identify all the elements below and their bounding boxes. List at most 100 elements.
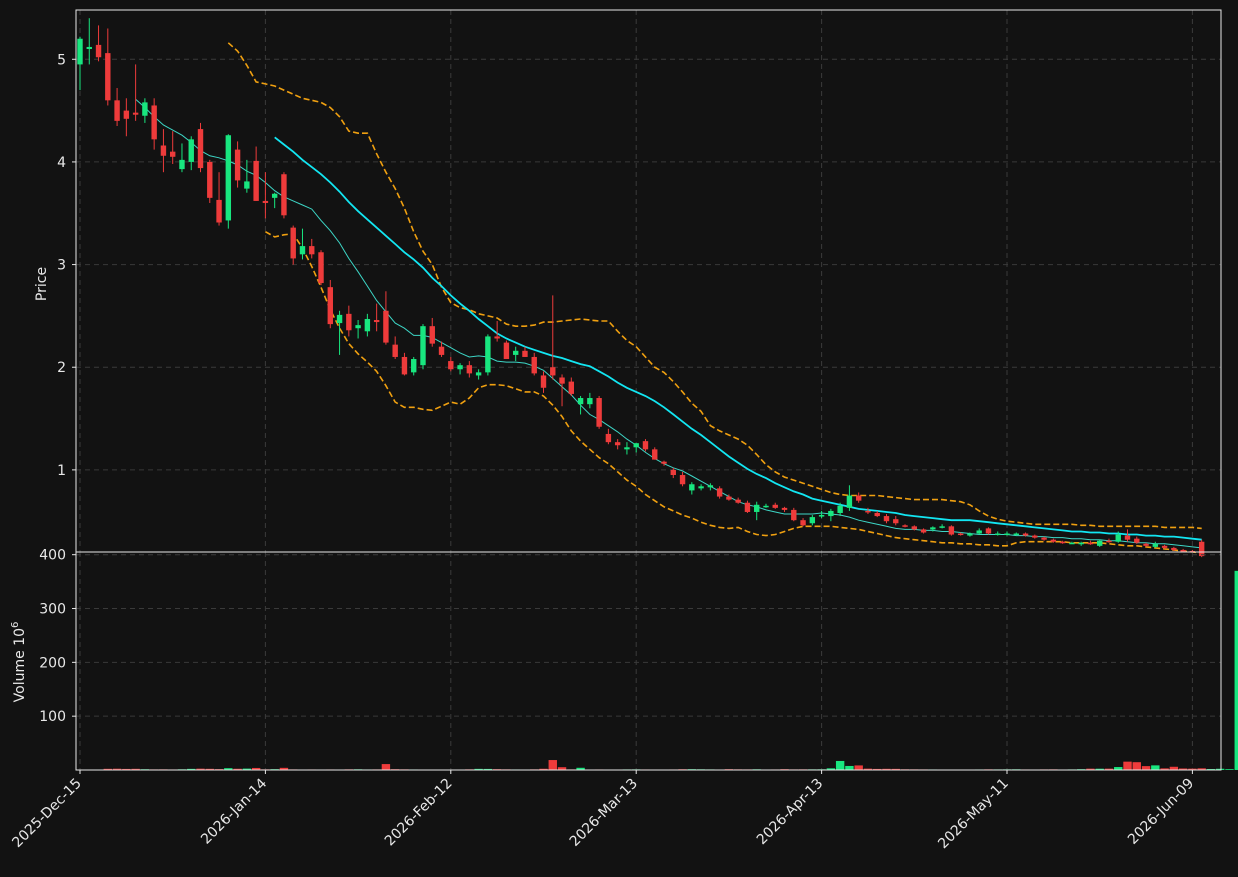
- candle-body: [160, 145, 167, 156]
- candle-body: [299, 246, 306, 255]
- candle-body: [364, 318, 371, 332]
- volume-bar: [1225, 769, 1234, 770]
- volume-tick-label: 400: [39, 548, 66, 564]
- candle-body: [290, 227, 296, 259]
- candle-body: [1004, 533, 1010, 536]
- candle-body: [865, 510, 871, 513]
- candle-body: [336, 314, 343, 324]
- volume-bar: [122, 768, 131, 770]
- candle-body: [234, 149, 241, 181]
- candle-body: [327, 287, 333, 325]
- volume-bar: [1104, 768, 1114, 770]
- candle-body: [1134, 538, 1140, 543]
- candle-body: [772, 504, 778, 508]
- candle-body: [614, 442, 621, 446]
- volume-bar: [474, 768, 483, 770]
- candle-body: [494, 336, 500, 339]
- upper-band-line: [227, 42, 1202, 530]
- candle-body: [475, 372, 482, 376]
- candle-body: [698, 486, 704, 489]
- candle-body: [253, 160, 259, 201]
- candle-body: [1115, 534, 1121, 542]
- candle-body: [318, 252, 324, 284]
- candle-body: [1152, 543, 1159, 547]
- price-tick-label: 2: [57, 360, 66, 376]
- candle-body: [346, 313, 352, 331]
- volume-bar: [854, 765, 863, 770]
- volume-bar: [835, 760, 845, 770]
- candle-body: [383, 310, 389, 343]
- candle-body: [781, 507, 788, 510]
- volume-bar: [1160, 768, 1169, 770]
- fast-moving-average-line: [135, 98, 1202, 549]
- volume-tick-label: 100: [39, 709, 66, 725]
- volume-bar: [242, 768, 252, 770]
- volume-bar: [279, 767, 289, 770]
- candle-body: [828, 510, 834, 517]
- candle-body: [985, 528, 992, 534]
- volume-bar: [1123, 761, 1132, 770]
- candle-body: [930, 527, 936, 530]
- candle-body: [689, 484, 695, 491]
- candle-body: [197, 129, 204, 169]
- candle-body: [438, 346, 445, 355]
- volume-bar: [381, 764, 391, 770]
- candle-body: [837, 505, 843, 513]
- candle-body: [976, 530, 982, 534]
- volume-tick-label: 300: [39, 602, 66, 618]
- volume-bar: [539, 768, 548, 770]
- candle-body: [559, 377, 565, 384]
- candle-body: [735, 499, 741, 503]
- candle-body: [1087, 542, 1094, 545]
- candle-body: [132, 112, 139, 115]
- candle-body: [577, 398, 584, 405]
- candle-body: [967, 533, 973, 536]
- volume-axis-label-text: Volume 10: [12, 628, 28, 702]
- volume-bar: [1178, 768, 1188, 770]
- candle-body: [373, 320, 380, 323]
- candle-body: [939, 526, 945, 528]
- volume-panel: 100 200 300 400: [39, 548, 1238, 771]
- candle-body: [596, 398, 602, 427]
- candle-body: [920, 529, 927, 533]
- candle-body: [809, 517, 816, 524]
- candle-body: [1124, 535, 1131, 540]
- volume-axis-label-exponent: 6: [10, 622, 21, 628]
- candle-body: [1180, 549, 1186, 552]
- volume-panel-frame: [75, 551, 1222, 771]
- candle-body: [800, 520, 806, 526]
- candle-body: [503, 342, 510, 360]
- candle-body: [874, 512, 880, 517]
- candle-body: [448, 361, 454, 370]
- candle-body: [948, 526, 955, 535]
- candle-body: [170, 151, 176, 157]
- volume-bar: [891, 768, 900, 770]
- volume-bar: [845, 765, 854, 770]
- candle-body: [568, 381, 575, 394]
- candle-body: [1032, 535, 1038, 538]
- candle-body: [605, 433, 612, 443]
- candle-body: [1059, 541, 1066, 544]
- candle-body: [1069, 542, 1075, 545]
- lower-band-line: [265, 231, 1202, 554]
- candle-body: [457, 365, 463, 370]
- volume-bar: [1114, 767, 1123, 770]
- candle-body: [114, 100, 120, 121]
- volume-bar: [863, 768, 873, 770]
- candle-body: [1161, 545, 1168, 548]
- volume-bar: [1188, 768, 1197, 770]
- candle-body: [624, 447, 630, 450]
- candle-body: [642, 441, 649, 450]
- volume-bar: [576, 767, 585, 770]
- candle-body: [707, 485, 714, 488]
- volume-bar: [251, 767, 261, 770]
- candle-body: [1041, 537, 1047, 540]
- price-panel: 1 2 3 4 5: [57, 9, 1222, 558]
- candle-body: [744, 502, 751, 512]
- volume-bar: [826, 768, 836, 770]
- candle-body: [151, 105, 157, 140]
- candle-body: [763, 505, 769, 508]
- candle-body: [401, 356, 408, 375]
